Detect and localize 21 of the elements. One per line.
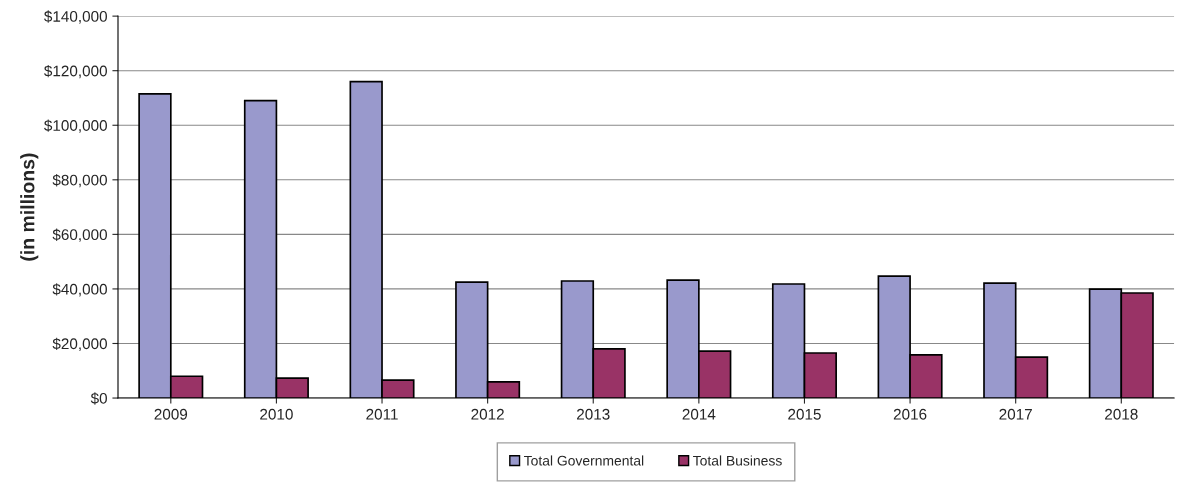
y-tick-label: $140,000 — [44, 10, 107, 24]
legend-label: Total Governmental — [524, 455, 644, 466]
x-tick-label: 2012 — [471, 408, 504, 420]
x-tick-label: 2016 — [893, 408, 927, 420]
x-tick-label: 2018 — [1105, 408, 1138, 420]
y-tick-label: $0 — [90, 392, 107, 405]
x-tick-label: 2011 — [366, 408, 398, 420]
y-tick-label: $60,000 — [52, 228, 107, 242]
legend-label: Total Business — [693, 455, 782, 466]
y-tick-label: $20,000 — [52, 337, 107, 351]
y-tick-label: $120,000 — [44, 64, 107, 79]
y-tick-label: $40,000 — [52, 283, 107, 297]
x-tick-label: 2010 — [260, 408, 293, 420]
x-tick-label: 2014 — [682, 408, 716, 420]
x-tick-label: 2009 — [154, 408, 188, 420]
y-axis-title: (in millions) — [20, 153, 39, 261]
y-tick-label: $100,000 — [44, 119, 107, 133]
x-tick-label: 2013 — [577, 408, 610, 420]
x-tick-label: 2017 — [999, 408, 1032, 420]
x-tick-label: 2015 — [788, 408, 821, 420]
y-tick-label: $80,000 — [52, 174, 107, 188]
